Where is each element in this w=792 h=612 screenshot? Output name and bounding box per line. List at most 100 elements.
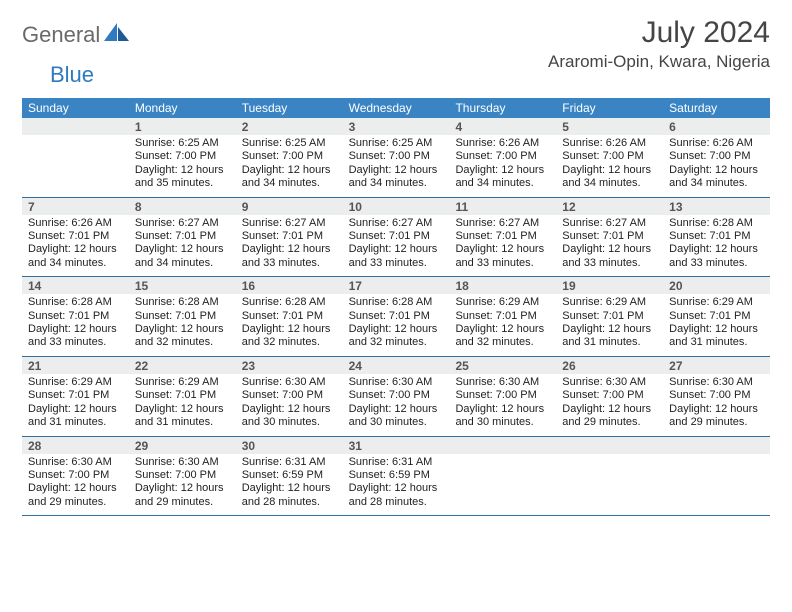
day-number-cell: 9 (236, 198, 343, 215)
weekday-header: Saturday (663, 98, 770, 118)
day-number-cell: 25 (449, 357, 556, 374)
day-detail: Sunrise: 6:26 AMSunset: 7:00 PMDaylight:… (556, 135, 663, 197)
weekday-header: Sunday (22, 98, 129, 118)
daylight-text: Daylight: 12 hours and 30 minutes. (242, 403, 337, 430)
day-detail-cell: Sunrise: 6:29 AMSunset: 7:01 PMDaylight:… (449, 294, 556, 356)
day-number: 5 (556, 118, 663, 135)
day-detail-cell: Sunrise: 6:29 AMSunset: 7:01 PMDaylight:… (129, 374, 236, 436)
day-detail: Sunrise: 6:28 AMSunset: 7:01 PMDaylight:… (236, 294, 343, 356)
day-detail-cell: Sunrise: 6:28 AMSunset: 7:01 PMDaylight:… (22, 294, 129, 356)
day-number-cell: 10 (343, 198, 450, 215)
day-number-cell: 14 (22, 277, 129, 294)
sunset-text: Sunset: 7:00 PM (28, 469, 123, 482)
sunset-text: Sunset: 7:00 PM (135, 469, 230, 482)
day-detail-cell: Sunrise: 6:30 AMSunset: 7:00 PMDaylight:… (22, 454, 129, 516)
day-number-cell: 2 (236, 118, 343, 135)
day-detail: Sunrise: 6:29 AMSunset: 7:01 PMDaylight:… (556, 294, 663, 356)
daylight-text: Daylight: 12 hours and 31 minutes. (28, 403, 123, 430)
weekday-header: Friday (556, 98, 663, 118)
day-detail: Sunrise: 6:30 AMSunset: 7:00 PMDaylight:… (663, 374, 770, 436)
sunrise-text: Sunrise: 6:30 AM (562, 376, 657, 389)
daylight-text: Daylight: 12 hours and 34 minutes. (669, 164, 764, 191)
day-detail-cell: Sunrise: 6:25 AMSunset: 7:00 PMDaylight:… (343, 135, 450, 197)
day-detail-cell (663, 454, 770, 516)
daylight-text: Daylight: 12 hours and 34 minutes. (562, 164, 657, 191)
day-detail-cell: Sunrise: 6:27 AMSunset: 7:01 PMDaylight:… (236, 215, 343, 277)
day-detail: Sunrise: 6:25 AMSunset: 7:00 PMDaylight:… (343, 135, 450, 197)
day-detail-cell: Sunrise: 6:29 AMSunset: 7:01 PMDaylight:… (556, 294, 663, 356)
sunrise-text: Sunrise: 6:29 AM (455, 296, 550, 309)
day-detail-cell: Sunrise: 6:27 AMSunset: 7:01 PMDaylight:… (449, 215, 556, 277)
sunrise-text: Sunrise: 6:26 AM (562, 137, 657, 150)
day-number: 8 (129, 198, 236, 215)
day-detail-cell: Sunrise: 6:30 AMSunset: 7:00 PMDaylight:… (129, 454, 236, 516)
day-detail: Sunrise: 6:28 AMSunset: 7:01 PMDaylight:… (343, 294, 450, 356)
sunrise-text: Sunrise: 6:26 AM (669, 137, 764, 150)
daylight-text: Daylight: 12 hours and 32 minutes. (242, 323, 337, 350)
sunrise-text: Sunrise: 6:31 AM (242, 456, 337, 469)
sunset-text: Sunset: 7:01 PM (28, 389, 123, 402)
day-detail-cell: Sunrise: 6:27 AMSunset: 7:01 PMDaylight:… (343, 215, 450, 277)
sunrise-text: Sunrise: 6:30 AM (28, 456, 123, 469)
day-number-cell: 31 (343, 437, 450, 454)
sunrise-text: Sunrise: 6:31 AM (349, 456, 444, 469)
day-detail-cell: Sunrise: 6:30 AMSunset: 7:00 PMDaylight:… (556, 374, 663, 436)
sunrise-text: Sunrise: 6:28 AM (242, 296, 337, 309)
day-number: 15 (129, 277, 236, 294)
day-detail: Sunrise: 6:27 AMSunset: 7:01 PMDaylight:… (449, 215, 556, 277)
day-number: 14 (22, 277, 129, 294)
daylight-text: Daylight: 12 hours and 33 minutes. (349, 243, 444, 270)
day-number-cell: 21 (22, 357, 129, 374)
month-title: July 2024 (548, 16, 770, 50)
day-number: 13 (663, 198, 770, 215)
day-detail: Sunrise: 6:29 AMSunset: 7:01 PMDaylight:… (22, 374, 129, 436)
day-number: 7 (22, 198, 129, 215)
day-number-cell: 11 (449, 198, 556, 215)
day-detail-row: Sunrise: 6:28 AM Sunset: 7:01 PM Daylight:… (22, 294, 770, 356)
day-number: 26 (556, 357, 663, 374)
day-number-cell: 4 (449, 118, 556, 135)
day-detail-cell: Sunrise: 6:30 AMSunset: 7:00 PMDaylight:… (663, 374, 770, 436)
day-number-cell: 19 (556, 277, 663, 294)
sunset-text: Sunset: 7:00 PM (562, 150, 657, 163)
day-detail: Sunrise: 6:30 AMSunset: 7:00 PMDaylight:… (129, 454, 236, 516)
day-detail-cell: Sunrise: 6:27 AMSunset: 7:01 PMDaylight:… (556, 215, 663, 277)
day-detail: Sunrise: 6:31 AMSunset: 6:59 PMDaylight:… (343, 454, 450, 516)
day-detail-row: Sunrise: 6:30 AMSunset: 7:00 PMDaylight:… (22, 454, 770, 516)
day-number-cell: 28 (22, 437, 129, 454)
week-row: 78910111213Sunrise: 6:26 AMSunset: 7:01 … (22, 198, 770, 278)
sunrise-text: Sunrise: 6:29 AM (562, 296, 657, 309)
day-number: 12 (556, 198, 663, 215)
day-number-cell: 26 (556, 357, 663, 374)
sunset-text: Sunset: 7:01 PM (135, 310, 230, 323)
weekday-header: Monday (129, 98, 236, 118)
day-number-cell (556, 437, 663, 454)
sunset-text: Sunset: 7:00 PM (455, 150, 550, 163)
day-detail: Sunrise: 6:30 AMSunset: 7:00 PMDaylight:… (236, 374, 343, 436)
day-number: 3 (343, 118, 450, 135)
sunset-text: Sunset: 7:01 PM (349, 230, 444, 243)
day-detail: Sunrise: 6:29 AMSunset: 7:01 PMDaylight:… (663, 294, 770, 356)
location-label: Araromi-Opin, Kwara, Nigeria (548, 52, 770, 72)
sunset-text: Sunset: 7:00 PM (669, 389, 764, 402)
sunset-text: Sunset: 7:00 PM (242, 389, 337, 402)
daylight-text: Daylight: 12 hours and 34 minutes. (135, 243, 230, 270)
day-detail-cell: Sunrise: 6:26 AMSunset: 7:00 PMDaylight:… (449, 135, 556, 197)
title-block: July 2024 Araromi-Opin, Kwara, Nigeria (548, 16, 770, 72)
day-number-row: 78910111213 (22, 198, 770, 215)
day-number-cell (663, 437, 770, 454)
day-detail: Sunrise: 6:26 AMSunset: 7:00 PMDaylight:… (449, 135, 556, 197)
day-detail: Sunrise: 6:25 AMSunset: 7:00 PMDaylight:… (236, 135, 343, 197)
day-number: 20 (663, 277, 770, 294)
day-number: 9 (236, 198, 343, 215)
day-number: 27 (663, 357, 770, 374)
day-detail: Sunrise: 6:28 AMSunset: 7:01 PMDaylight:… (22, 294, 129, 356)
brand-text-blue: Blue (50, 62, 94, 88)
day-detail: Sunrise: 6:25 AMSunset: 7:00 PMDaylight:… (129, 135, 236, 197)
day-number-cell: 13 (663, 198, 770, 215)
day-number: 10 (343, 198, 450, 215)
day-detail: Sunrise: 6:30 AMSunset: 7:00 PMDaylight:… (22, 454, 129, 516)
day-number: 2 (236, 118, 343, 135)
sunrise-text: Sunrise: 6:28 AM (28, 296, 123, 309)
sunrise-text: Sunrise: 6:25 AM (242, 137, 337, 150)
